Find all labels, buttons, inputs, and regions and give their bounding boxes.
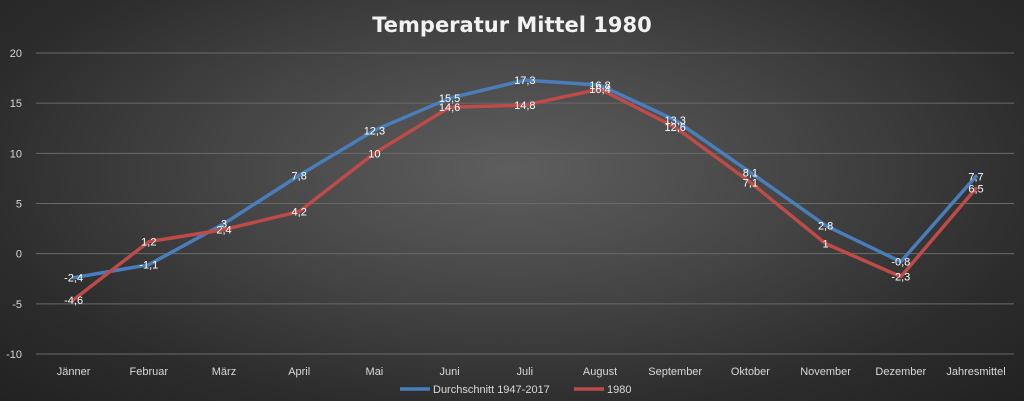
data-label: 2,8 [818, 221, 833, 233]
data-label: 12,3 [364, 125, 385, 137]
x-tick-label: Oktober [731, 366, 770, 378]
y-axis-ticks: -10 -5 0 5 10 15 20 [6, 48, 22, 361]
y-tick-label: 15 [10, 98, 22, 110]
data-label: 14,8 [514, 100, 535, 112]
x-tick-label: September [648, 366, 702, 378]
x-tick-label: Jänner [57, 366, 91, 378]
data-label: -2,4 [64, 273, 83, 285]
x-tick-label: April [288, 366, 310, 378]
y-tick-label: 20 [10, 48, 22, 60]
legend: Durchschnitt 1947-2017 1980 [400, 384, 631, 396]
legend-entry: Durchschnitt 1947-2017 [433, 384, 550, 396]
y-tick-label: 5 [16, 199, 22, 211]
data-label: 1,2 [141, 237, 156, 249]
data-label: 3 [221, 219, 227, 231]
data-label: 15,5 [439, 93, 460, 105]
legend-entry: 1980 [607, 384, 631, 396]
data-label: 16,8 [589, 80, 610, 92]
x-tick-label: August [583, 366, 617, 378]
data-label: 16,4 [589, 84, 610, 96]
x-tick-label: Mai [366, 366, 384, 378]
data-label: 7,8 [292, 170, 307, 182]
data-label: 13,3 [664, 115, 685, 127]
x-tick-label: Jahresmittel [946, 366, 1005, 378]
gridlines [36, 52, 1014, 355]
data-label: 7,7 [968, 171, 983, 183]
data-label: 1 [823, 239, 829, 251]
x-tick-label: Juni [440, 366, 460, 378]
data-label: 17,3 [514, 75, 535, 87]
x-tick-label: November [800, 366, 851, 378]
y-tick-label: -5 [12, 299, 22, 311]
x-axis-ticks: Jänner Februar März April Mai Juni Juli August S… [57, 366, 1006, 378]
data-label: 14,6 [439, 102, 460, 114]
data-labels: -2,4 -1,1 3 7,8 12,3 15,5 17,3 16,8 13,3 8,1 2,8 -0… [64, 75, 984, 307]
data-label: 2,4 [216, 225, 231, 237]
y-tick-label: 10 [10, 148, 22, 160]
series-lines [71, 78, 978, 302]
y-tick-label: 0 [16, 249, 22, 261]
x-tick-label: März [212, 366, 236, 378]
data-label: 8,1 [743, 167, 758, 179]
data-label: 4,2 [292, 207, 307, 219]
data-label: -4,6 [64, 295, 83, 307]
x-tick-label: Dezember [875, 366, 926, 378]
series-line [71, 87, 978, 302]
chart-title: Temperatur Mittel 1980 [372, 13, 652, 37]
x-tick-label: Februar [130, 366, 169, 378]
y-tick-label: -10 [6, 349, 22, 361]
data-label: 7,1 [743, 177, 758, 189]
data-label: 12,6 [664, 122, 685, 134]
data-label: 6,5 [968, 183, 983, 195]
x-tick-label: Juli [517, 366, 534, 378]
data-label: -2,3 [891, 272, 910, 284]
data-label: 10 [368, 148, 380, 160]
data-label: -0,8 [891, 257, 910, 269]
data-label: -1,1 [139, 260, 158, 272]
